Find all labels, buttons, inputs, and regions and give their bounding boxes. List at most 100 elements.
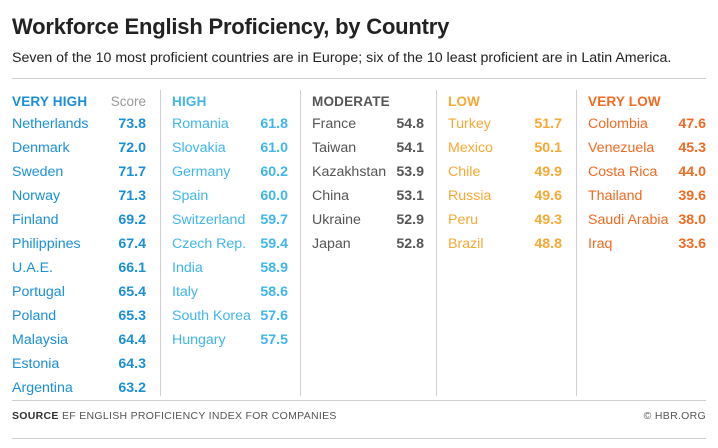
country-row: Argentina 63.2 bbox=[12, 376, 146, 400]
country-name: Peru bbox=[448, 212, 478, 228]
category-header: HIGH bbox=[172, 90, 288, 112]
country-name: India bbox=[172, 260, 203, 276]
country-score: 57.5 bbox=[260, 332, 288, 348]
country-score: 45.3 bbox=[678, 140, 706, 156]
country-score: 61.0 bbox=[260, 140, 288, 156]
country-score: 47.6 bbox=[678, 116, 706, 132]
chart-title: Workforce English Proficiency, by Countr… bbox=[12, 14, 450, 39]
country-row: Finland 69.2 bbox=[12, 208, 146, 232]
country-name: Iraq bbox=[588, 236, 613, 252]
country-row: Japan 52.8 bbox=[312, 232, 424, 256]
country-name: Poland bbox=[12, 308, 57, 324]
country-name: Czech Rep. bbox=[172, 236, 247, 252]
country-row: Norway 71.3 bbox=[12, 184, 146, 208]
country-score: 64.3 bbox=[118, 356, 146, 372]
country-row: Brazil 48.8 bbox=[448, 232, 562, 256]
country-row: China 53.1 bbox=[312, 184, 424, 208]
column-divider bbox=[576, 90, 577, 396]
category-column: MODERATE France 54.8 Taiwan 54.1 Kazakhstan 53… bbox=[312, 90, 424, 256]
category-label: VERY LOW bbox=[588, 93, 661, 109]
category-header: VERY LOW bbox=[588, 90, 706, 112]
footer-source: SOURCE EF ENGLISH PROFICIENCY INDEX FOR … bbox=[12, 410, 337, 422]
country-row: Thailand 39.6 bbox=[588, 184, 706, 208]
country-score: 48.8 bbox=[534, 236, 562, 252]
country-name: Argentina bbox=[12, 380, 73, 396]
category-column: LOW Turkey 51.7 Mexico 50.1 Chile 49.9 Russia 49… bbox=[448, 90, 562, 256]
country-name: Spain bbox=[172, 188, 209, 204]
country-name: Netherlands bbox=[12, 116, 89, 132]
country-row: Mexico 50.1 bbox=[448, 136, 562, 160]
country-score: 52.9 bbox=[396, 212, 424, 228]
country-name: Japan bbox=[312, 236, 351, 252]
country-row: South Korea 57.6 bbox=[172, 304, 288, 328]
country-name: Russia bbox=[448, 188, 492, 204]
country-name: Costa Rica bbox=[588, 164, 658, 180]
country-name: Italy bbox=[172, 284, 199, 300]
country-score: 71.3 bbox=[118, 188, 146, 204]
country-score: 65.4 bbox=[118, 284, 146, 300]
country-name: Venezuela bbox=[588, 140, 655, 156]
category-column: HIGH Romania 61.8 Slovakia 61.0 Germany 60.2 Sp… bbox=[172, 90, 288, 352]
country-row: Saudi Arabia 38.0 bbox=[588, 208, 706, 232]
country-name: Ukraine bbox=[312, 212, 361, 228]
country-name: France bbox=[312, 116, 357, 132]
country-score: 58.9 bbox=[260, 260, 288, 276]
country-score: 39.6 bbox=[678, 188, 706, 204]
country-score: 66.1 bbox=[118, 260, 146, 276]
country-row: Venezuela 45.3 bbox=[588, 136, 706, 160]
category-header: MODERATE bbox=[312, 90, 424, 112]
country-row: Hungary 57.5 bbox=[172, 328, 288, 352]
category-column: VERY HIGH Score Netherlands 73.8 Denmark 72.0… bbox=[12, 90, 146, 400]
country-score: 49.3 bbox=[534, 212, 562, 228]
top-rule bbox=[12, 78, 706, 79]
country-name: Saudi Arabia bbox=[588, 212, 669, 228]
country-name: Romania bbox=[172, 116, 229, 132]
country-score: 51.7 bbox=[534, 116, 562, 132]
country-row: Switzerland 59.7 bbox=[172, 208, 288, 232]
category-header: LOW bbox=[448, 90, 562, 112]
country-row: U.A.E. 66.1 bbox=[12, 256, 146, 280]
country-name: Norway bbox=[12, 188, 61, 204]
chart-subtitle: Seven of the 10 most proficient countrie… bbox=[12, 50, 672, 66]
footer-rule bbox=[12, 438, 706, 439]
country-name: Kazakhstan bbox=[312, 164, 387, 180]
country-name: Colombia bbox=[588, 116, 648, 132]
country-score: 59.7 bbox=[260, 212, 288, 228]
bottom-rule bbox=[12, 400, 706, 401]
country-row: Taiwan 54.1 bbox=[312, 136, 424, 160]
country-name: Turkey bbox=[448, 116, 491, 132]
country-row: France 54.8 bbox=[312, 112, 424, 136]
country-score: 69.2 bbox=[118, 212, 146, 228]
country-row: Peru 49.3 bbox=[448, 208, 562, 232]
country-name: Chile bbox=[448, 164, 481, 180]
country-score: 58.6 bbox=[260, 284, 288, 300]
country-row: Spain 60.0 bbox=[172, 184, 288, 208]
country-score: 54.1 bbox=[396, 140, 424, 156]
country-name: Finland bbox=[12, 212, 59, 228]
country-score: 71.7 bbox=[118, 164, 146, 180]
country-name: Hungary bbox=[172, 332, 226, 348]
category-label: MODERATE bbox=[312, 93, 390, 109]
country-row: Slovakia 61.0 bbox=[172, 136, 288, 160]
country-score: 73.8 bbox=[118, 116, 146, 132]
country-row: Portugal 65.4 bbox=[12, 280, 146, 304]
country-name: Denmark bbox=[12, 140, 70, 156]
country-row: Ukraine 52.9 bbox=[312, 208, 424, 232]
country-score: 54.8 bbox=[396, 116, 424, 132]
country-row: Romania 61.8 bbox=[172, 112, 288, 136]
country-row: Czech Rep. 59.4 bbox=[172, 232, 288, 256]
column-divider bbox=[160, 90, 161, 396]
category-column: VERY LOW Colombia 47.6 Venezuela 45.3 Costa R… bbox=[588, 90, 706, 256]
country-row: Malaysia 64.4 bbox=[12, 328, 146, 352]
country-row: Italy 58.6 bbox=[172, 280, 288, 304]
column-divider bbox=[436, 90, 437, 396]
country-score: 60.2 bbox=[260, 164, 288, 180]
category-label: LOW bbox=[448, 93, 481, 109]
country-score: 53.1 bbox=[396, 188, 424, 204]
column-divider bbox=[300, 90, 301, 396]
country-name: Taiwan bbox=[312, 140, 357, 156]
country-row: Denmark 72.0 bbox=[12, 136, 146, 160]
category-label: HIGH bbox=[172, 93, 207, 109]
country-row: Philippines 67.4 bbox=[12, 232, 146, 256]
